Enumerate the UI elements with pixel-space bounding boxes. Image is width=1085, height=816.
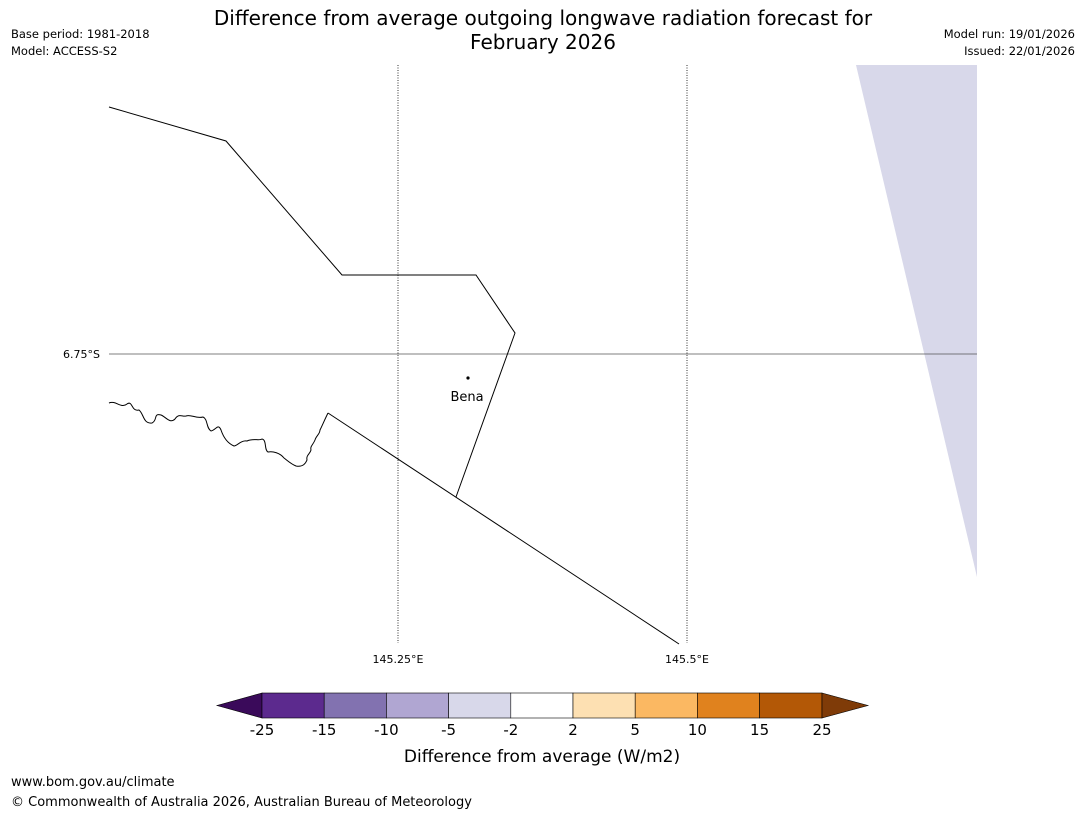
colorbar-title: Difference from average (W/m2) [404, 747, 680, 767]
colorbar-extend-high [821, 692, 870, 719]
boundary-line-north [108, 106, 516, 498]
colorbar-swatch [448, 692, 512, 719]
boundary-line-south [327, 412, 680, 645]
river-line [108, 401, 329, 467]
title-line-2: February 2026 [470, 30, 616, 54]
issued-text: Issued: 22/01/2026 [964, 44, 1075, 58]
footer-url: www.bom.gov.au/climate [11, 775, 175, 790]
colorbar-swatch [759, 692, 823, 719]
colorbar-tick-label: -25 [250, 721, 275, 739]
colorbar-swatch [323, 692, 387, 719]
shaded-region [856, 65, 977, 577]
colorbar-swatch [634, 692, 698, 719]
bena-label: Bena [450, 390, 483, 405]
map-title: Difference from average outgoing longwav… [180, 6, 906, 54]
colorbar-swatch [386, 692, 449, 719]
bena-marker [466, 376, 470, 380]
colorbar-swatch [572, 692, 636, 719]
colorbar-tick-label: 2 [568, 721, 578, 739]
colorbar-swatch [697, 692, 760, 719]
colorbar-tick-label: 10 [688, 721, 707, 739]
longitude-label-145-25: 145.25°E [373, 653, 424, 666]
colorbar-swatch [510, 692, 574, 719]
title-line-1: Difference from average outgoing longwav… [213, 6, 873, 30]
base-period-text: Base period: 1981-2018 [11, 27, 150, 41]
model-text: Model: ACCESS-S2 [11, 44, 118, 58]
latitude-label: 6.75°S [63, 348, 100, 361]
longitude-label-145-5: 145.5°E [665, 653, 709, 666]
colorbar-tick-label: 15 [750, 721, 769, 739]
colorbar-tick-label: -5 [441, 721, 456, 739]
colorbar: -25 -15 -10 -5 -2 2 5 10 15 25 Differenc… [215, 692, 870, 767]
model-run-text: Model run: 19/01/2026 [943, 27, 1075, 41]
colorbar-extend-low [215, 692, 263, 719]
colorbar-tick-label: -15 [312, 721, 337, 739]
colorbar-tick-label: 25 [812, 721, 831, 739]
base-info: Base period: 1981-2018 Model: ACCESS-S2 [11, 26, 150, 60]
colorbar-swatch [261, 692, 325, 719]
colorbar-tick-label: -2 [503, 721, 518, 739]
run-info: Model run: 19/01/2026 Issued: 22/01/2026 [944, 26, 1075, 60]
colorbar-tick-label: -10 [374, 721, 399, 739]
footer-copyright: © Commonwealth of Australia 2026, Austra… [11, 795, 472, 810]
colorbar-tick-label: 5 [630, 721, 640, 739]
